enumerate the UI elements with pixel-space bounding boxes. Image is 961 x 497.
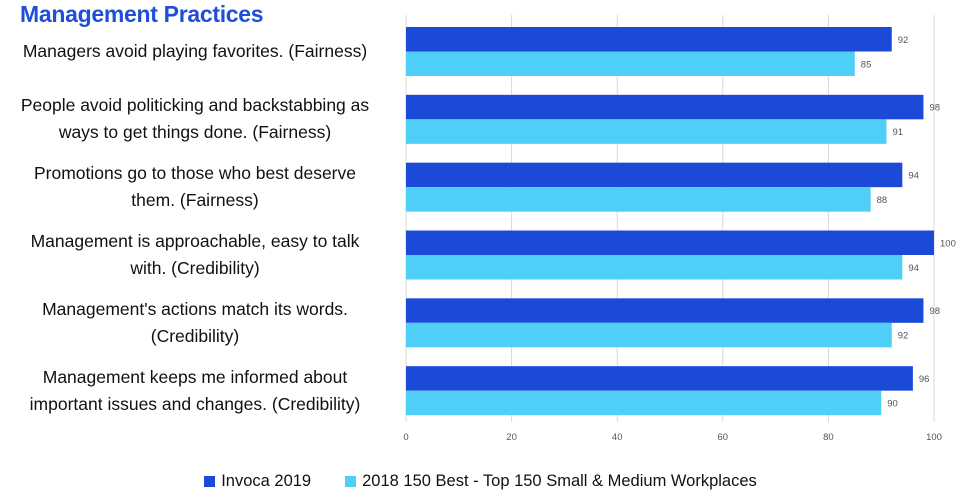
- bar: [406, 27, 892, 52]
- category-label-line: Promotions go to those who best deserve: [34, 163, 356, 184]
- data-label: 88: [877, 195, 888, 206]
- category-label: Management is approachable, easy to talk…: [4, 228, 386, 282]
- bar: [406, 255, 903, 280]
- category-label: Managers avoid playing favorites. (Fairn…: [4, 38, 386, 65]
- legend-swatch: [204, 476, 216, 487]
- legend-label: Invoca 2019: [221, 472, 312, 490]
- bar: [406, 390, 882, 416]
- category-label-line: ways to get things done. (Fairness): [58, 122, 332, 143]
- data-label: 92: [898, 35, 909, 46]
- data-label: 91: [892, 127, 903, 138]
- bar: [406, 230, 934, 255]
- data-label: 96: [919, 374, 930, 385]
- x-tick-label: 60: [718, 432, 729, 443]
- category-label-line: (Credibility): [150, 325, 240, 346]
- legend-swatch: [345, 476, 357, 487]
- category-label: Management keeps me informed about import…: [4, 364, 386, 418]
- category-label-line: important issues and changes. (Credibili…: [29, 393, 361, 414]
- data-label: 98: [929, 306, 940, 317]
- bar: [406, 366, 913, 391]
- bar: [406, 322, 892, 348]
- bar: [406, 162, 903, 188]
- x-tick-label: 0: [403, 432, 408, 443]
- bar: [406, 187, 871, 212]
- legend-label: 2018 150 Best - Top 150 Small & Medium W…: [362, 472, 757, 490]
- category-label-line: Management is approachable, easy to talk: [30, 231, 360, 251]
- category-label: Management's actions match its words. (Cr…: [4, 296, 386, 350]
- x-axis-ticks: 0 20 40 60 80 100: [403, 432, 942, 443]
- bar: [406, 94, 924, 120]
- category-label-line: Managers avoid playing favorites. (Fairn…: [22, 41, 368, 61]
- category-label: People avoid politicking and backstabbin…: [4, 92, 386, 146]
- bar: [406, 119, 887, 144]
- x-tick-label: 40: [612, 432, 623, 443]
- bar: [406, 298, 924, 323]
- legend-item: Invoca 2019: [204, 472, 311, 491]
- x-tick-label: 80: [823, 432, 834, 443]
- bars: 92 85 98 91 94 88 100 94 98 92 96 90: [406, 27, 956, 416]
- data-label: 85: [861, 59, 872, 70]
- bar: [406, 51, 855, 76]
- data-label: 100: [940, 238, 956, 249]
- legend: Invoca 2019 2018 150 Best - Top 150 Small…: [0, 472, 961, 491]
- data-label: 98: [929, 103, 940, 114]
- x-tick-label: 100: [926, 432, 942, 443]
- data-label: 90: [887, 398, 898, 409]
- category-label: Promotions go to those who best deserve t…: [4, 160, 386, 214]
- data-label: 92: [898, 331, 909, 342]
- chart-title: Management Practices: [20, 1, 264, 27]
- category-label-line: Management's actions match its words.: [42, 298, 348, 319]
- data-label: 94: [908, 263, 919, 274]
- gridlines: [405, 15, 935, 422]
- category-label-line: Management keeps me informed about: [42, 366, 348, 387]
- category-label-line: with. (Credibility): [130, 258, 260, 278]
- x-tick-label: 20: [506, 432, 517, 443]
- category-label-line: People avoid politicking and backstabbin…: [20, 95, 370, 116]
- legend-item: 2018 150 Best - Top 150 Small & Medium W…: [345, 472, 757, 491]
- data-label: 94: [908, 170, 919, 181]
- category-label-line: them. (Fairness): [131, 190, 259, 211]
